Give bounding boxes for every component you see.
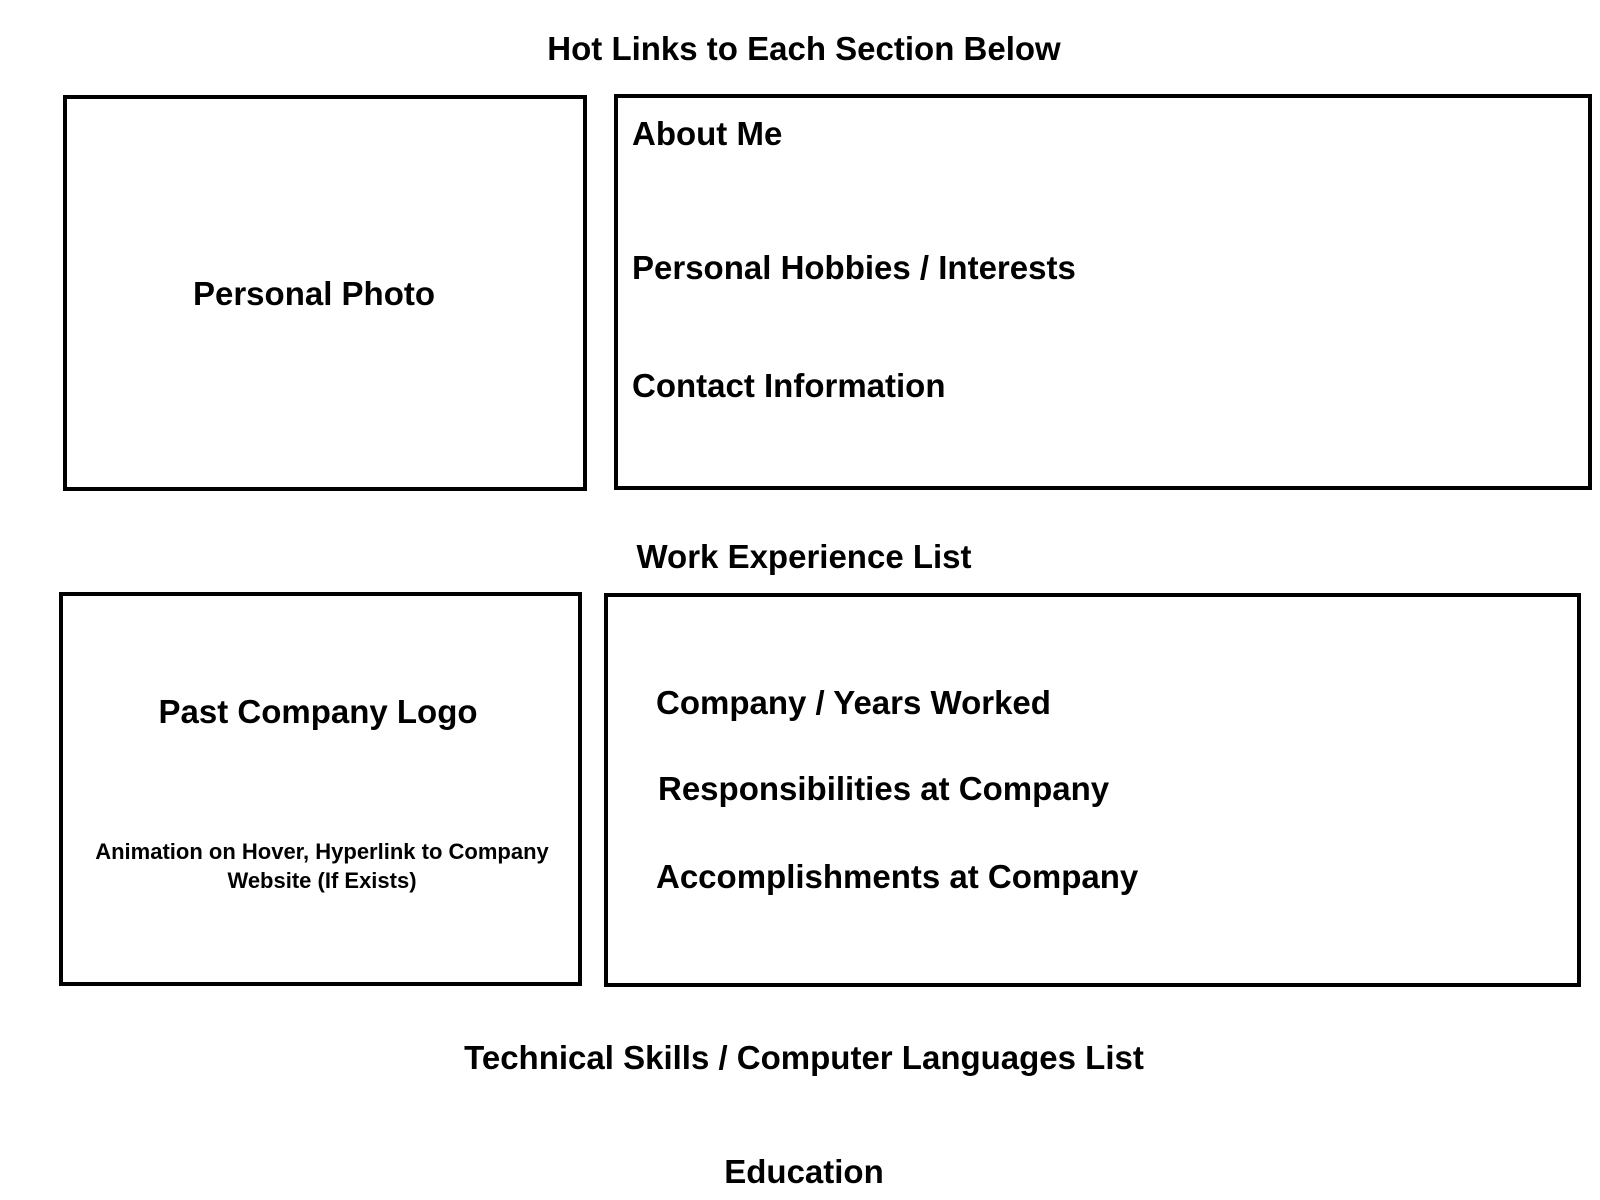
responsibilities-label: Responsibilities at Company (658, 770, 1110, 807)
contact-info-label[interactable]: Contact Information (632, 367, 946, 404)
company-logo-note: Animation on Hover, Hyperlink to Company… (95, 839, 549, 893)
personal-photo-label: Personal Photo (192, 275, 436, 312)
hot-links-heading[interactable]: Hot Links to Each Section Below (547, 30, 1061, 67)
work-experience-heading: Work Experience List (636, 538, 972, 575)
company-logo-box[interactable] (59, 592, 582, 986)
about-me-label[interactable]: About Me (632, 115, 783, 152)
hobbies-label[interactable]: Personal Hobbies / Interests (632, 249, 1076, 286)
company-logo-label: Past Company Logo (158, 693, 478, 730)
accomplishments-label: Accomplishments at Company (656, 858, 1139, 895)
about-me-box (614, 94, 1592, 490)
education-heading: Education (724, 1153, 884, 1190)
personal-photo-box (63, 95, 587, 491)
company-details-box (604, 593, 1581, 987)
company-years-label: Company / Years Worked (656, 684, 1051, 721)
technical-skills-heading: Technical Skills / Computer Languages Li… (464, 1039, 1144, 1076)
